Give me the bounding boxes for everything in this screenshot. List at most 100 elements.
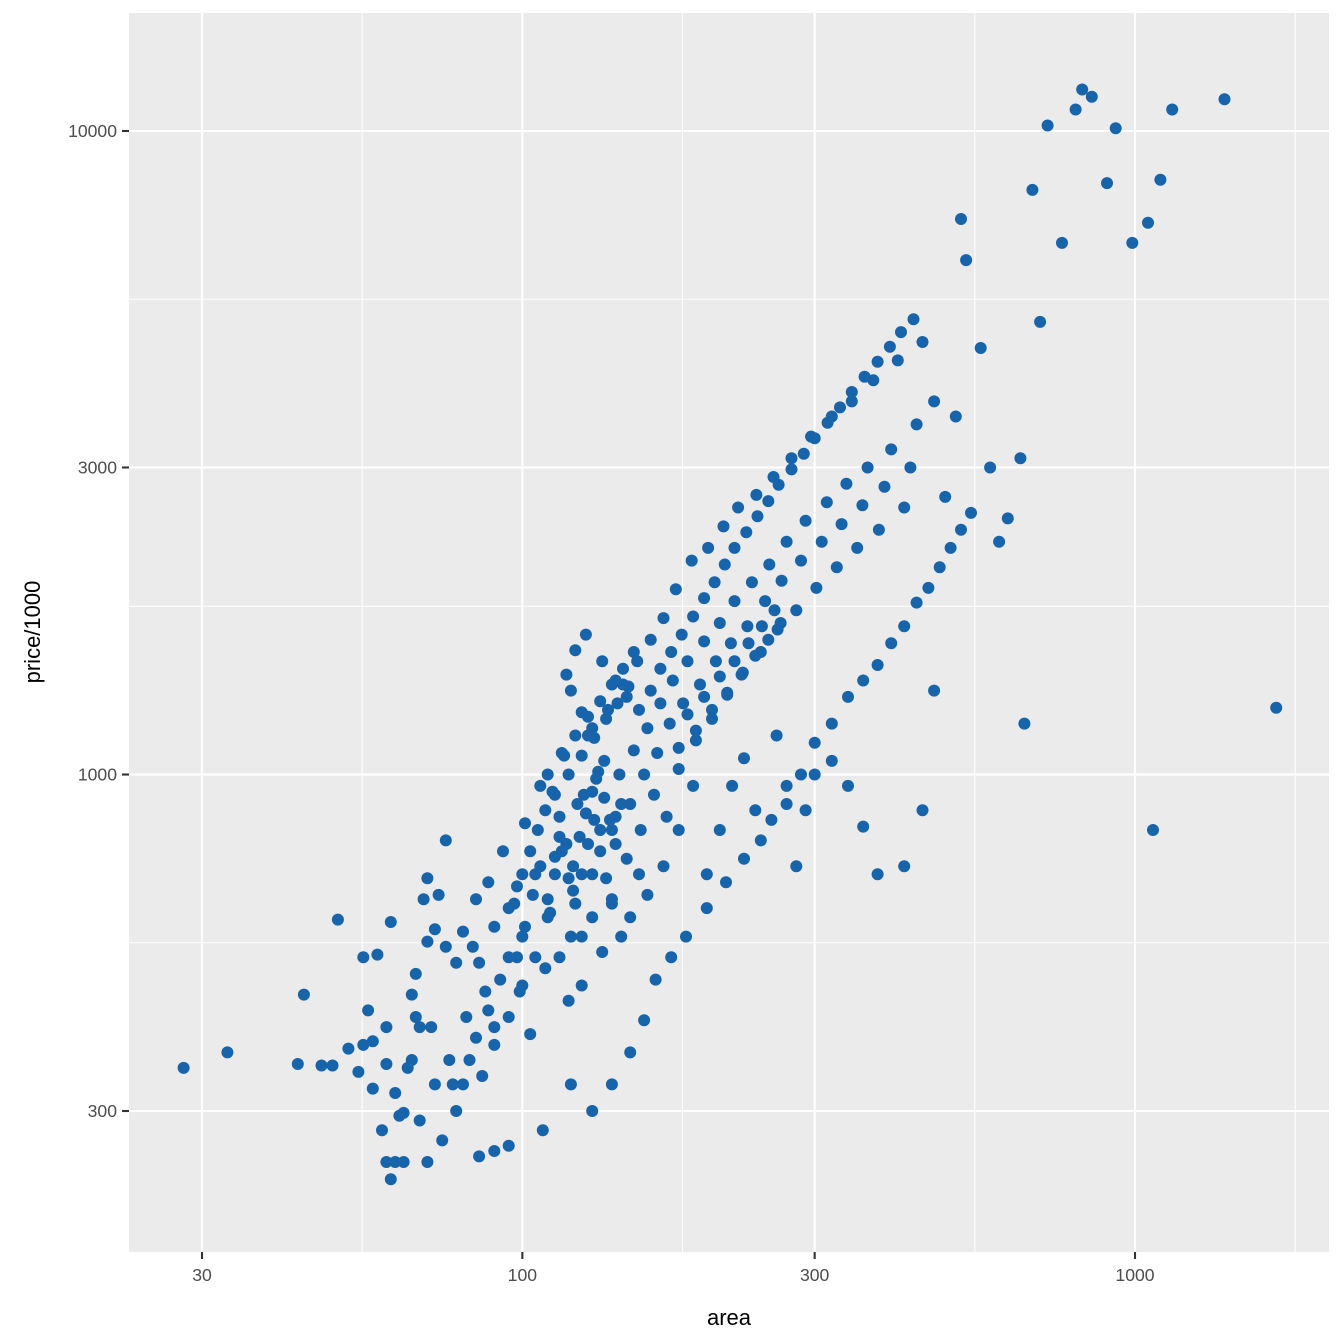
data-point <box>644 633 657 646</box>
data-point <box>795 554 807 567</box>
data-point <box>689 734 702 747</box>
data-point <box>657 860 670 873</box>
data-point <box>657 612 670 625</box>
data-point <box>569 897 582 910</box>
data-point <box>526 888 539 901</box>
data-point <box>797 447 810 460</box>
data-point <box>428 1078 441 1091</box>
data-point <box>627 744 640 757</box>
data-point <box>891 354 904 367</box>
data-point <box>749 649 762 662</box>
data-point <box>397 1106 410 1119</box>
data-point <box>600 872 613 885</box>
data-point <box>531 824 544 836</box>
data-point <box>939 490 952 503</box>
data-point <box>687 610 700 623</box>
data-point <box>466 940 479 953</box>
data-point <box>651 747 664 759</box>
data-point <box>421 1156 434 1168</box>
data-point <box>928 395 941 408</box>
data-point <box>1018 717 1031 730</box>
data-point <box>519 920 531 933</box>
data-point <box>885 443 898 456</box>
data-point <box>380 1021 393 1034</box>
data-point <box>564 684 577 697</box>
data-point <box>955 523 967 536</box>
data-point <box>706 712 718 725</box>
data-point <box>694 678 706 691</box>
data-point <box>685 554 698 567</box>
data-point <box>555 845 568 858</box>
data-point <box>221 1046 234 1059</box>
data-point <box>502 902 515 915</box>
data-point <box>605 678 618 691</box>
data-point <box>450 1105 463 1117</box>
x-axis: 30 100 300 1000 <box>192 1252 1155 1285</box>
data-point <box>1085 90 1098 103</box>
data-point <box>825 717 838 730</box>
data-point <box>728 655 741 668</box>
data-point <box>516 930 529 943</box>
data-point <box>371 948 384 961</box>
data-point <box>770 729 783 742</box>
data-point <box>352 1065 365 1078</box>
data-point <box>665 646 678 658</box>
data-point <box>689 724 702 737</box>
data-point <box>720 876 732 889</box>
data-point <box>588 813 601 826</box>
data-point <box>586 868 599 881</box>
data-point <box>380 1058 393 1070</box>
data-point <box>596 655 609 668</box>
y-tick-label: 10000 <box>68 121 117 141</box>
data-point <box>541 768 554 781</box>
data-point <box>1069 103 1082 116</box>
y-tick-label: 1000 <box>78 765 117 785</box>
data-point <box>594 845 607 858</box>
data-point <box>579 628 592 641</box>
y-axis-title: price/1000 <box>20 581 45 684</box>
data-point <box>553 951 566 964</box>
data-point <box>575 930 588 943</box>
data-point <box>885 637 898 650</box>
data-point <box>790 604 803 617</box>
data-point <box>933 561 946 574</box>
data-point <box>825 754 838 767</box>
data-point <box>907 313 920 326</box>
data-point <box>755 620 768 633</box>
data-point <box>567 860 580 873</box>
data-point <box>708 576 721 589</box>
data-point <box>588 731 601 744</box>
data-point <box>895 326 907 339</box>
data-point <box>1041 119 1054 132</box>
data-point <box>706 703 718 716</box>
data-point <box>569 644 582 657</box>
data-point <box>644 684 657 697</box>
data-point <box>546 785 559 798</box>
data-point <box>790 860 803 873</box>
data-point <box>687 779 700 792</box>
data-point <box>768 604 781 617</box>
data-point <box>421 935 434 948</box>
data-point <box>457 925 469 938</box>
data-point <box>624 911 637 924</box>
data-point <box>617 662 629 675</box>
data-point <box>1109 122 1122 135</box>
data-point <box>624 1046 637 1059</box>
data-point <box>362 1004 375 1017</box>
data-point <box>177 1061 190 1074</box>
data-point <box>605 897 618 910</box>
data-point <box>511 880 523 893</box>
data-point <box>460 1011 473 1023</box>
data-point <box>949 410 962 423</box>
data-point <box>564 930 577 943</box>
data-point <box>721 686 734 699</box>
x-tick-label: 1000 <box>1115 1265 1154 1285</box>
data-point <box>575 868 588 881</box>
x-tick-label: 100 <box>508 1265 538 1285</box>
data-point <box>631 655 644 668</box>
data-point <box>627 646 640 658</box>
data-point <box>598 754 611 767</box>
x-axis-title: area <box>707 1305 752 1330</box>
data-point <box>380 1156 393 1168</box>
data-point <box>1142 216 1154 229</box>
